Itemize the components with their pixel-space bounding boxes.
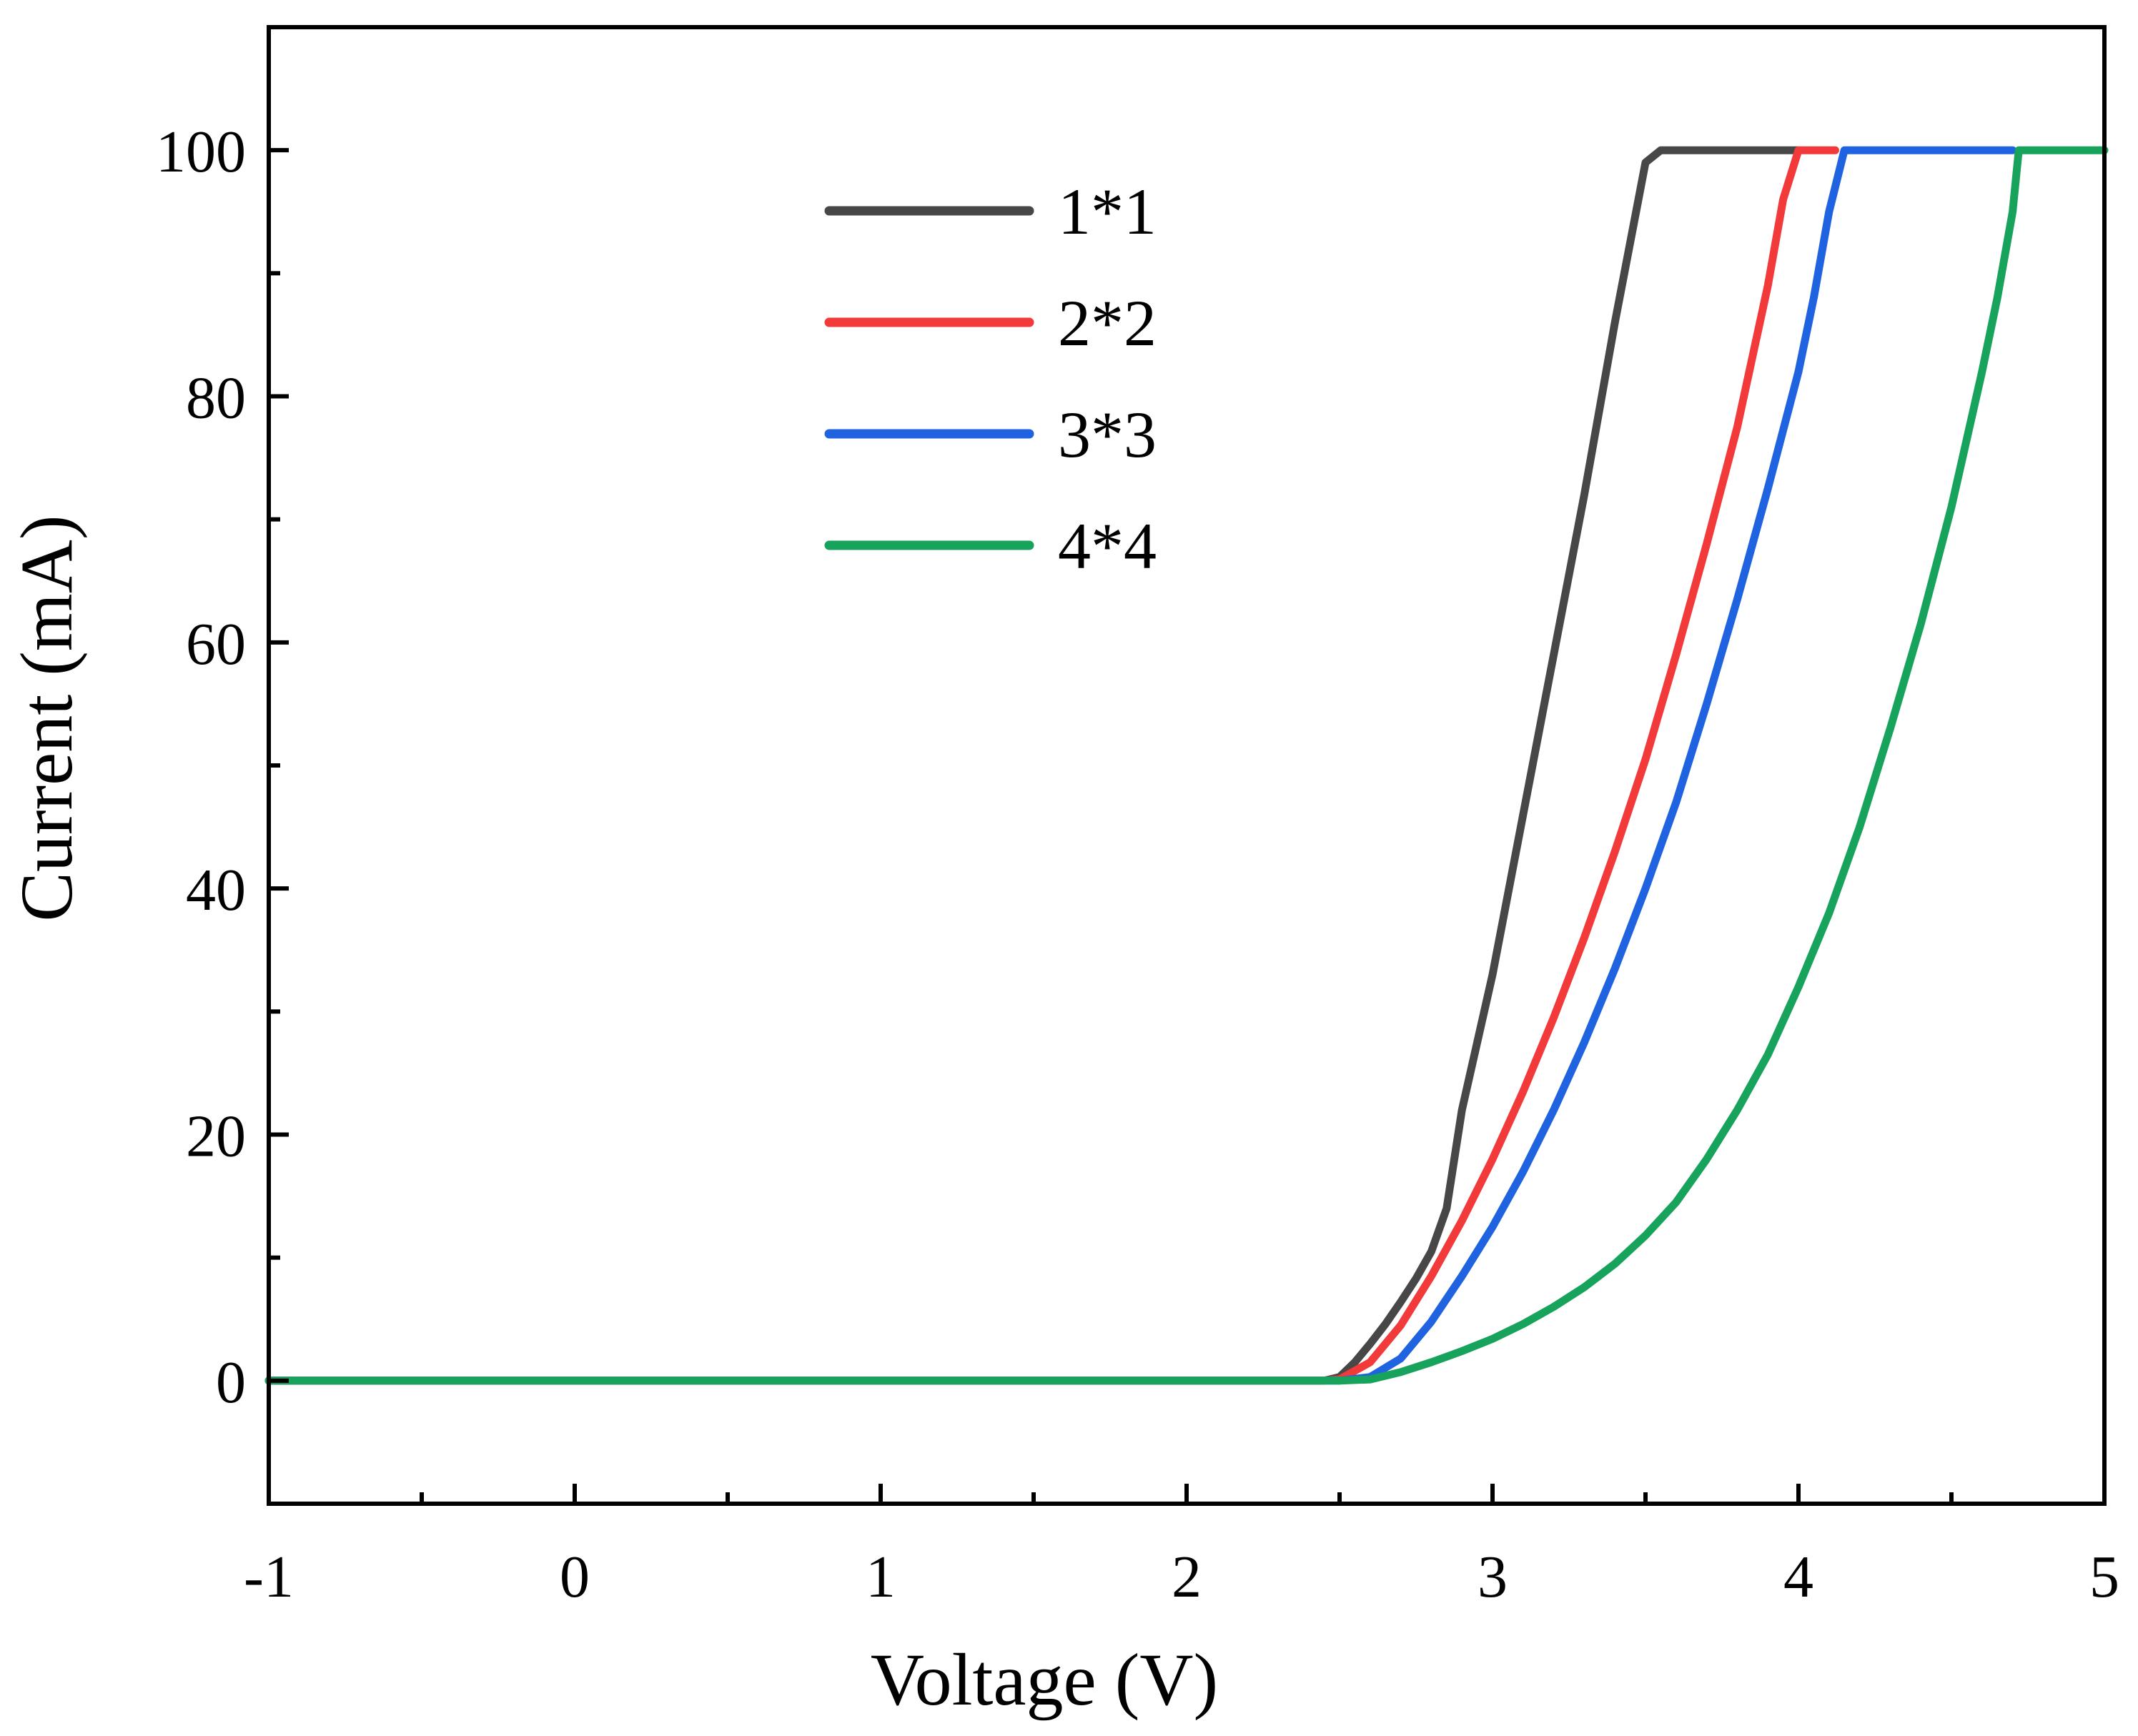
x-tick-label: 0 [560,1544,590,1610]
series-line-1 [264,146,1803,1385]
y-tick-label: 100 [156,119,246,185]
x-tick-label: 3 [1478,1544,1508,1610]
plot-frame [267,25,2107,1506]
series-line-3 [264,146,2017,1385]
series-line-4 [264,146,2109,1385]
legend: 1*1 2*2 3*3 4*4 [824,175,1157,582]
x-tick-label: 1 [866,1544,896,1610]
y-axis-title: Current (mA) [6,515,88,922]
legend-label-1: 1*1 [1058,175,1157,248]
y-tick-label: 80 [186,365,246,432]
series-line-2 [264,146,1839,1385]
axes [267,25,2107,1506]
x-tick-label: 5 [2089,1544,2119,1610]
x-tick-label: -1 [244,1544,294,1610]
y-tick-label: 0 [216,1349,246,1416]
x-axis-title: Voltage (V) [871,1639,1218,1721]
y-tick-label: 40 [186,857,246,923]
y-tick-label: 60 [186,611,246,678]
legend-label-2: 2*2 [1058,287,1157,359]
series-lines [264,146,2109,1385]
legend-label-4: 4*4 [1058,510,1157,582]
ticks: -1 0 1 2 3 4 5 0 20 40 60 80 100 [156,119,2119,1610]
legend-label-3: 3*3 [1058,398,1157,471]
y-tick-label: 20 [186,1103,246,1170]
x-tick-label: 2 [1172,1544,1202,1610]
x-tick-label: 4 [1783,1544,1813,1610]
